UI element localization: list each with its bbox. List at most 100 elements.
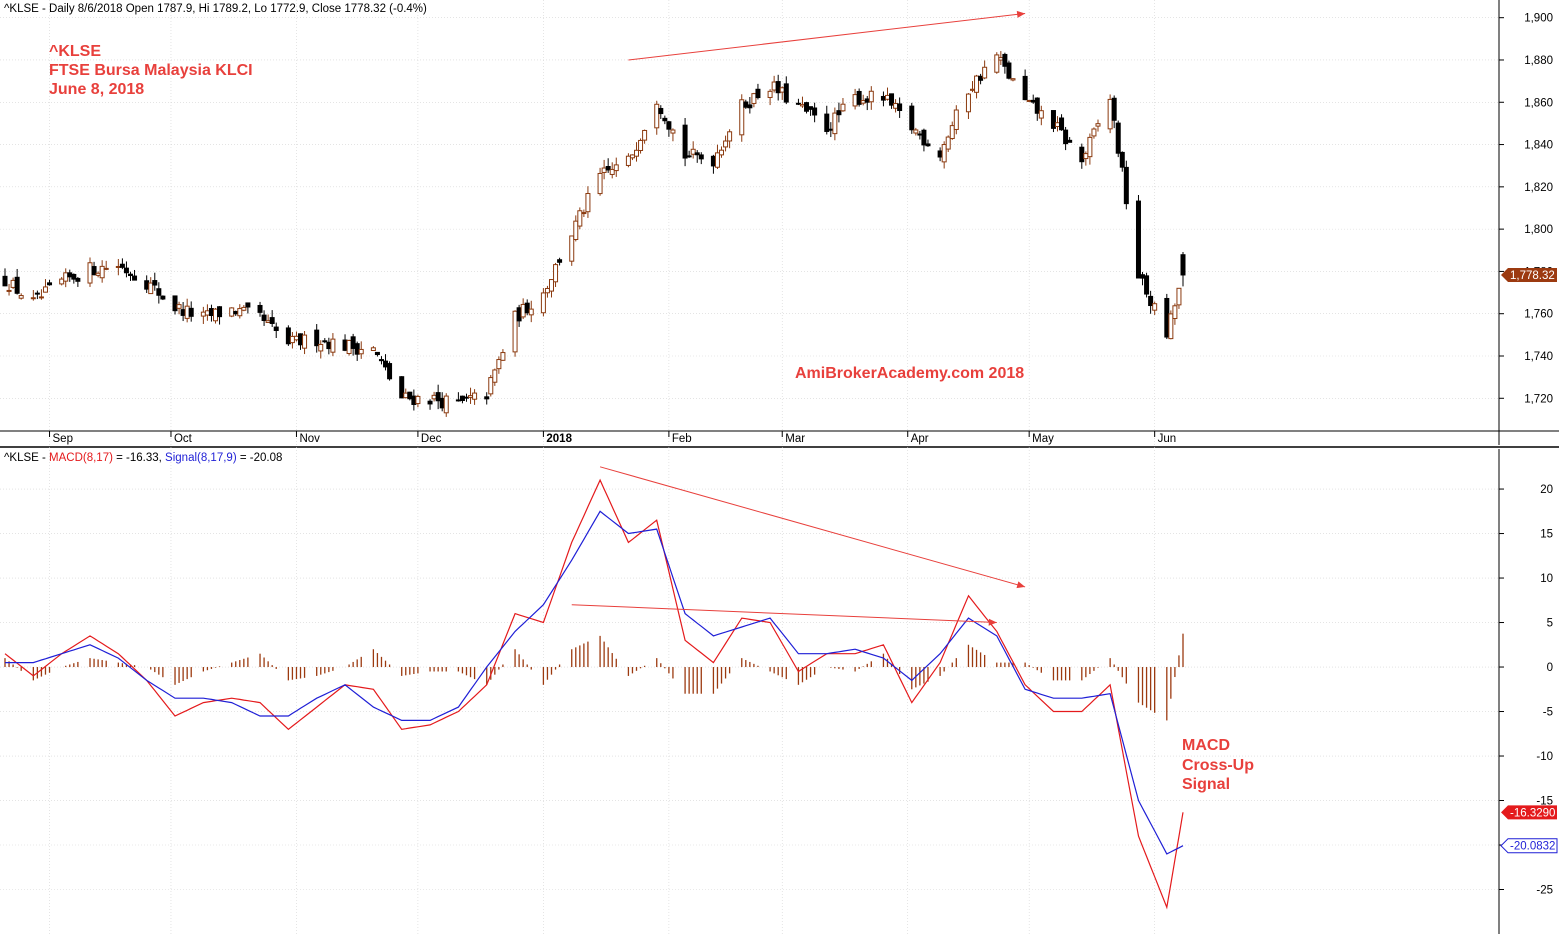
candle-body [909,105,915,131]
candle-body [293,335,299,341]
candle-body [577,210,583,227]
price-tick-label: 1,820 [1524,182,1553,194]
candle-body [897,103,903,112]
trend-arrow-head [1016,10,1026,18]
candle-body [374,351,380,356]
macd-histogram [4,633,1184,721]
price-tick-label: 1,900 [1524,13,1553,25]
candle-body [625,155,631,166]
candle-body [682,124,688,159]
date-axis-labels: Sep Oct Nov Dec 2018 Feb Mar Apr May Jun [49,431,1176,445]
candle-body [330,338,336,353]
candle-body [808,106,814,110]
signal-tag-shape [1500,838,1558,854]
candle-body [852,94,858,107]
candle-body [1079,146,1085,163]
candle-body [439,397,445,409]
candle-body [642,129,648,141]
candle-body [87,262,93,284]
candle-body [1063,129,1069,145]
candle-body [302,334,308,349]
candle-body [115,265,121,268]
candle-body [265,320,271,323]
candle-body [544,287,550,294]
candle-body [152,280,158,286]
macd-note-line2: Cross-Up [1182,757,1254,774]
candle-body [1091,128,1097,137]
candle-body [795,102,801,105]
candle-body [411,395,417,405]
price-tick-label: 1,880 [1524,55,1553,67]
watermark: AmiBrokerAcademy.com 2018 [795,365,1024,382]
candle-body [1095,123,1101,127]
candle-body [1026,99,1032,102]
candle-body [431,394,437,400]
macd-tick-label: 0 [1547,662,1553,674]
candle-body [443,395,449,414]
candle-body [75,277,81,282]
candle-body [1050,110,1056,129]
candle-body [1164,297,1170,338]
candle-body [512,310,518,353]
candle-body [103,267,109,270]
trend-arrow-head [988,618,997,626]
candle-body [208,308,214,317]
candle-body [569,235,575,262]
candle-body [694,152,700,156]
candle-body [1111,97,1117,121]
candle-body [160,295,166,300]
date-axis-label: Sep [53,433,73,445]
candle-body [1135,200,1141,279]
candle-body [804,102,810,112]
candle-body [1152,303,1158,311]
candle-body [1006,62,1012,79]
candle-body [204,310,210,316]
candle-body [690,148,696,155]
candle-body [1010,78,1016,81]
trend-arrow-line [628,12,1026,61]
macd-tick-label: 20 [1540,484,1553,496]
candle-body [237,308,243,317]
candle-body [581,212,587,215]
candle-body [127,273,133,277]
candle-body [921,129,927,146]
candle-body [548,279,554,292]
candle-body [123,267,129,274]
trend-arrow-line [571,604,997,624]
candle-body [828,128,834,131]
candle-body [925,143,931,147]
candle-body [553,264,559,283]
candle-body [298,333,304,346]
annotation-title-line1: ^KLSE [49,43,101,60]
macd-header: ^KLSE - MACD(8,17) = -16.33, Signal(8,17… [4,452,282,464]
candle-body [799,103,805,107]
candle-body [917,133,923,136]
candle-body [609,168,615,175]
candle-body [658,107,664,115]
candle-body [10,279,16,288]
candle-body [670,129,676,134]
candle-body [686,155,692,158]
candle-body [42,286,48,293]
candle-body [613,164,619,172]
candle-body [188,307,194,317]
candle-body [378,359,384,362]
annotation-title-line2: FTSE Bursa Malaysia KLCI [49,62,253,79]
candle-body [496,359,502,370]
candle-body [455,399,461,402]
candle-body [269,317,275,324]
date-axis-label: 2018 [546,433,572,445]
candle-body [229,307,235,317]
price-candles [2,51,1186,417]
candle-body [91,266,97,276]
date-axis-label: May [1032,433,1054,445]
candle-body [994,54,1000,73]
candle-body [945,136,951,150]
price-tick-label: 1,740 [1524,351,1553,363]
trend-annotation-lines [571,10,1026,626]
candle-body [860,100,866,104]
candle-body [399,376,405,399]
macd-tick-label: -15 [1536,796,1553,808]
candle-body [1034,97,1040,114]
candle-body [864,98,870,103]
